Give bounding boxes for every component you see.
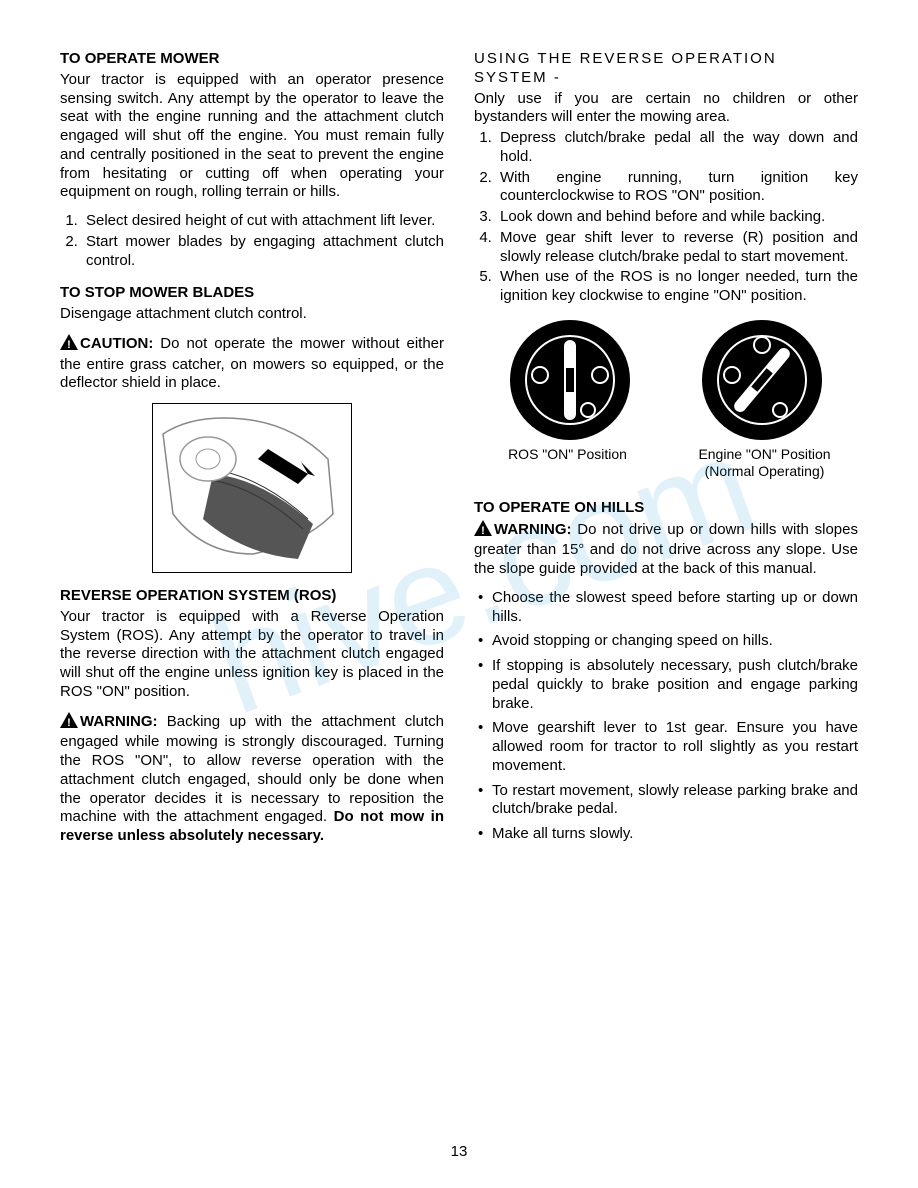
list-item: With engine running, turn ignition key c… (496, 169, 858, 207)
warning-triangle-icon: ! (474, 520, 492, 542)
svg-text:!: ! (481, 525, 485, 536)
list-item: Choose the slowest speed before starting… (474, 589, 858, 627)
caution-block: ! CAUTION: Do not operate the mower with… (60, 334, 444, 393)
right-column: USING THE REVERSE OPERATION SYSTEM - Onl… (474, 50, 858, 856)
warning-label: WARNING: (80, 713, 158, 730)
list-operate-mower: Select desired height of cut with attach… (60, 212, 444, 270)
heading-using-ros-line1: USING THE REVERSE OPERATION (474, 50, 858, 69)
warning-triangle-icon: ! (60, 712, 78, 734)
list-item: Start mower blades by engaging attachmen… (82, 233, 444, 271)
ignition-dials-figure (474, 320, 858, 440)
list-item: Depress clutch/brake pedal all the way d… (496, 129, 858, 167)
list-item: Select desired height of cut with attach… (82, 212, 444, 231)
para-operate-mower: Your tractor is equipped with an operato… (60, 71, 444, 202)
para-ros: Your tractor is equipped with a Reverse … (60, 608, 444, 702)
para-using-ros: Only use if you are certain no children … (474, 90, 858, 128)
dial-engine-on (702, 320, 822, 440)
dial-label-ros: ROS "ON" Position (488, 446, 648, 481)
svg-text:!: ! (67, 717, 71, 728)
list-item: If stopping is absolutely necessary, pus… (474, 657, 858, 713)
caution-label: CAUTION: (80, 335, 153, 352)
list-item: To restart movement, slowly release park… (474, 782, 858, 820)
left-column: TO OPERATE MOWER Your tractor is equippe… (60, 50, 444, 856)
heading-operate-mower: TO OPERATE MOWER (60, 50, 444, 69)
list-item: Move gear shift lever to reverse (R) pos… (496, 229, 858, 267)
list-item: Make all turns slowly. (474, 825, 858, 844)
list-using-ros: Depress clutch/brake pedal all the way d… (474, 129, 858, 306)
para-stop-blades: Disengage attachment clutch control. (60, 305, 444, 324)
caution-triangle-icon: ! (60, 334, 78, 356)
list-item: Move gearshift lever to 1st gear. Ensure… (474, 719, 858, 775)
list-item: Avoid stopping or changing speed on hill… (474, 632, 858, 651)
two-column-layout: TO OPERATE MOWER Your tractor is equippe… (60, 50, 858, 856)
heading-ros: REVERSE OPERATION SYSTEM (ROS) (60, 587, 444, 606)
list-hills: Choose the slowest speed before starting… (474, 589, 858, 844)
heading-using-ros-line2: SYSTEM - (474, 69, 858, 88)
warning-block-ros: ! WARNING: Backing up with the attachmen… (60, 712, 444, 846)
heading-hills: TO OPERATE ON HILLS (474, 499, 858, 518)
dial-label-engine: Engine "ON" Position (Normal Operating) (685, 446, 845, 481)
warning-label: WARNING: (494, 521, 572, 538)
warning-block-hills: ! WARNING: Do not drive up or down hills… (474, 520, 858, 579)
list-item: When use of the ROS is no longer needed,… (496, 268, 858, 306)
page-number: 13 (0, 1143, 918, 1160)
dial-ros-on (510, 320, 630, 440)
figure-deflector-shield (152, 403, 352, 573)
heading-stop-blades: TO STOP MOWER BLADES (60, 284, 444, 303)
svg-text:!: ! (67, 339, 71, 350)
dial-labels-row: ROS "ON" Position Engine "ON" Position (… (474, 446, 858, 481)
dial-label-engine-line1: Engine "ON" Position (698, 446, 830, 462)
dial-label-engine-line2: (Normal Operating) (705, 463, 825, 479)
list-item: Look down and behind before and while ba… (496, 208, 858, 227)
